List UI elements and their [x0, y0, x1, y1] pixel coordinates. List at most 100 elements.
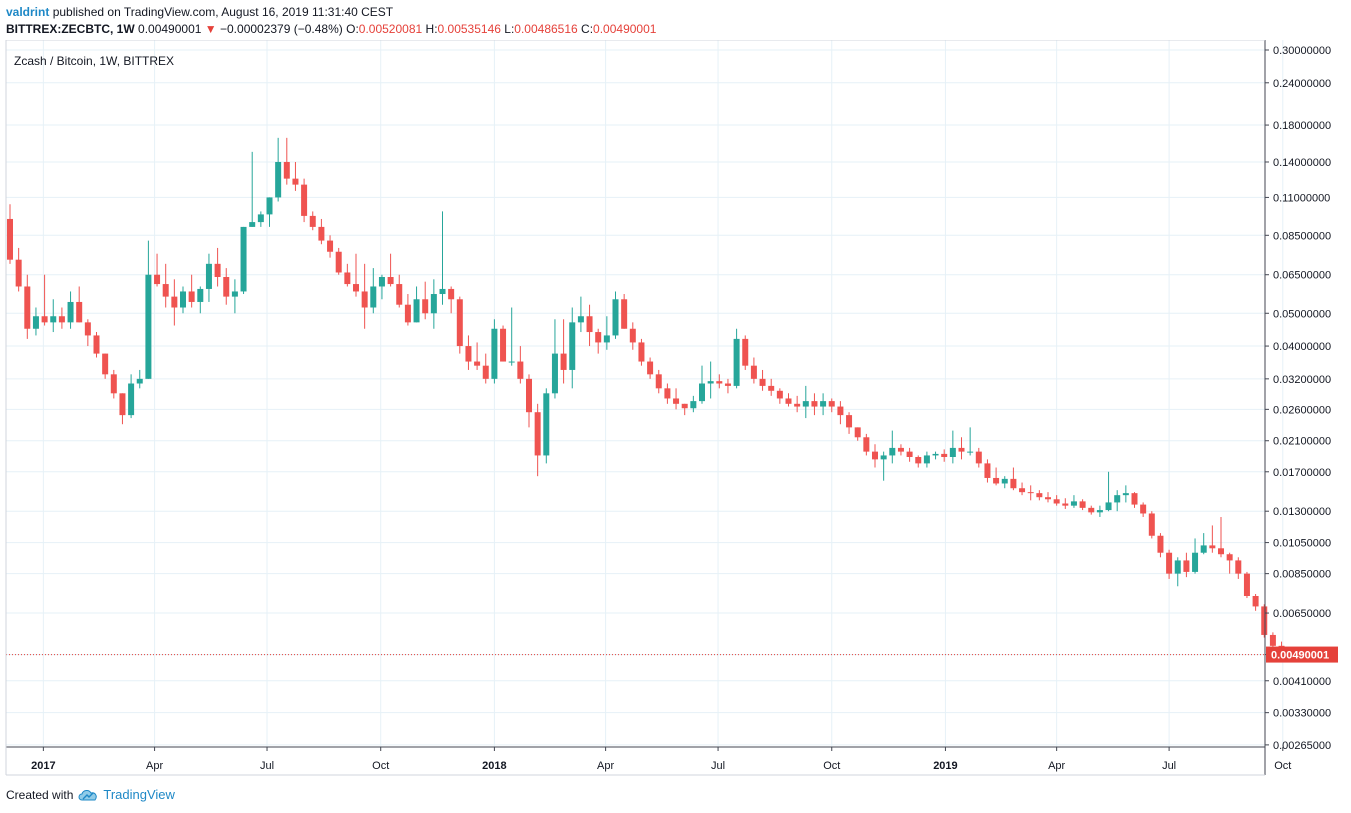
candle — [154, 253, 161, 287]
candle — [1148, 511, 1155, 539]
candle — [231, 279, 238, 314]
candle-body — [1226, 554, 1233, 561]
candle — [214, 247, 221, 287]
candle — [1235, 557, 1242, 579]
candle — [448, 286, 455, 314]
candle — [136, 369, 143, 389]
candle — [889, 430, 896, 464]
candle — [1001, 476, 1008, 489]
x-tick-label: Oct — [1274, 760, 1291, 772]
candle — [1070, 495, 1077, 508]
candle-body — [923, 455, 930, 464]
y-tick-label: 0.00410000 — [1273, 676, 1331, 688]
candle — [353, 253, 359, 297]
candle-body — [335, 251, 342, 273]
candle — [1209, 525, 1216, 553]
candle — [915, 455, 922, 468]
candle-body — [794, 403, 801, 407]
candle — [1140, 502, 1147, 517]
candle-body — [378, 276, 385, 287]
candle — [551, 319, 558, 399]
candle — [275, 137, 282, 202]
candle-body — [430, 294, 437, 314]
candle-body — [327, 240, 334, 252]
candle-body — [275, 161, 282, 198]
candle — [872, 444, 878, 468]
candle — [612, 291, 619, 339]
footer: Created with TradingView — [6, 787, 175, 803]
candle — [1183, 552, 1190, 578]
candle — [837, 401, 844, 425]
candle — [1096, 505, 1103, 517]
candle — [15, 247, 22, 292]
candle — [603, 316, 610, 350]
candle-body — [854, 427, 861, 438]
x-tick-label: Apr — [146, 760, 163, 772]
candle-body — [223, 276, 230, 297]
candle-body — [482, 365, 489, 379]
candle-body — [240, 226, 247, 292]
candle-body — [1252, 595, 1259, 607]
published-text: published on TradingView.com, August 16,… — [52, 5, 394, 19]
last-price-tag-bg — [1266, 646, 1338, 663]
candle-body — [448, 288, 455, 300]
y-tick-label: 0.01700000 — [1273, 467, 1331, 479]
candle — [811, 393, 818, 416]
y-tick-label: 0.18000000 — [1273, 120, 1331, 132]
candle — [647, 357, 654, 379]
candle-body — [785, 398, 792, 404]
candle-body — [292, 178, 299, 185]
candle-body — [1200, 545, 1207, 553]
author-name[interactable]: valdrint — [6, 5, 50, 19]
candle-body — [1096, 510, 1103, 513]
candle-body — [612, 299, 619, 336]
candle-body — [1010, 478, 1017, 489]
candle-body — [889, 447, 896, 456]
candle-body — [802, 401, 809, 407]
candle-body — [681, 403, 688, 409]
y-tick-label: 0.00850000 — [1273, 569, 1331, 581]
candle — [733, 328, 740, 389]
candle-body — [136, 378, 143, 384]
candle-body — [577, 316, 584, 323]
y-tick-label: 0.24000000 — [1273, 78, 1331, 90]
candle — [180, 286, 186, 314]
candle — [863, 433, 870, 456]
candle-body — [880, 455, 887, 460]
candle-body — [1114, 495, 1121, 503]
candle-body — [32, 316, 39, 329]
candle — [491, 319, 498, 384]
candle-body — [102, 353, 109, 375]
candle — [1261, 604, 1268, 638]
candle-body — [915, 456, 922, 464]
price-axis[interactable]: 0.30000000 0.24000000 0.18000000 0.14000000… — [1265, 45, 1331, 752]
y-tick-label: 0.05000000 — [1273, 308, 1331, 320]
x-tick-label: Jul — [711, 760, 725, 772]
candle — [422, 281, 429, 320]
candle — [595, 328, 602, 354]
open-label: O: — [346, 22, 359, 36]
candle-body — [759, 378, 766, 386]
candle-body — [456, 299, 463, 347]
candle-body — [975, 451, 982, 464]
candle — [560, 319, 567, 384]
tradingview-link[interactable]: TradingView — [103, 787, 175, 802]
y-tick-label: 0.11000000 — [1273, 192, 1330, 204]
candle-body — [906, 451, 913, 457]
time-axis[interactable]: 2017 Apr Jul Oct 2018 Apr Jul Oct 2019 Apr Jul Oct — [31, 747, 1291, 772]
price-chart[interactable]: 0.30000000 0.24000000 0.18000000 0.14000000… — [0, 40, 1351, 777]
candle-body — [249, 222, 256, 227]
candle — [387, 253, 394, 287]
y-tick-label: 0.14000000 — [1273, 157, 1331, 169]
candle-body — [465, 346, 472, 362]
candle-body — [1218, 548, 1224, 555]
down-arrow-icon: ▼ — [204, 22, 217, 36]
candle-body — [1183, 560, 1190, 572]
candle — [1200, 533, 1207, 555]
candle — [327, 235, 334, 258]
tradingview-cloud-icon — [78, 790, 98, 801]
x-tick-label: Apr — [597, 760, 614, 772]
candle — [586, 304, 593, 347]
candle — [794, 395, 801, 413]
symbol-label: BITTREX:ZECBTC, 1W — [6, 22, 135, 36]
